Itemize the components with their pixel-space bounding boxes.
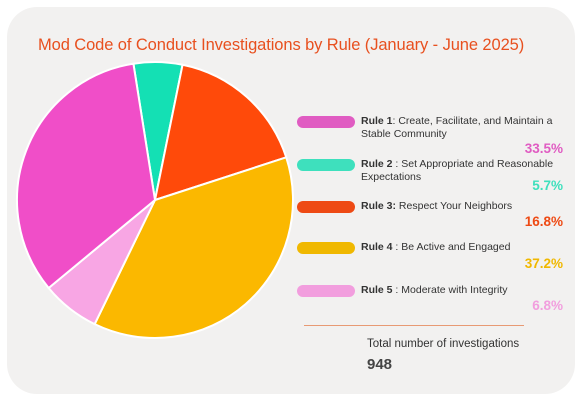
legend-swatch bbox=[297, 285, 355, 297]
legend-swatch bbox=[297, 159, 355, 171]
chart-card: Mod Code of Conduct Investigations by Ru… bbox=[7, 7, 575, 394]
total-label: Total number of investigations bbox=[367, 338, 520, 350]
legend-rule-description: : Set Appropriate and Reasonable Expecta… bbox=[361, 158, 554, 183]
chart-title: Mod Code of Conduct Investigations by Ru… bbox=[38, 36, 525, 54]
legend-rule-name: Rule 2 bbox=[361, 158, 393, 170]
legend-value: 33.5% bbox=[524, 141, 563, 156]
legend-swatch bbox=[297, 201, 355, 213]
legend-value: 6.8% bbox=[532, 298, 563, 313]
legend-swatch bbox=[297, 242, 355, 254]
pie-chart bbox=[16, 61, 294, 339]
pie-slice-rule-4 bbox=[93, 156, 294, 339]
legend-rule-description: Respect Your Neighbors bbox=[396, 200, 513, 212]
legend-rule-name: Rule 5 bbox=[361, 284, 393, 296]
legend-label: Rule 3: Respect Your Neighbors bbox=[361, 200, 561, 213]
legend-rule-description: : Moderate with Integrity bbox=[392, 284, 508, 296]
pie-slice-rule-1 bbox=[16, 62, 157, 290]
legend-rule-description: : Be Active and Engaged bbox=[392, 241, 511, 253]
total-divider bbox=[304, 325, 524, 326]
total-value: 948 bbox=[367, 356, 393, 373]
legend-swatch bbox=[297, 116, 355, 128]
legend-value: 37.2% bbox=[524, 256, 563, 271]
legend-value: 16.8% bbox=[524, 214, 563, 229]
legend-rule-name: Rule 3: bbox=[361, 200, 397, 212]
legend-label: Rule 1: Create, Facilitate, and Maintain… bbox=[361, 115, 561, 141]
legend-label: Rule 5 : Moderate with Integrity bbox=[361, 284, 561, 297]
chart-legend: Rule 1: Create, Facilitate, and Maintain… bbox=[7, 7, 575, 394]
legend-value: 5.7% bbox=[532, 178, 563, 193]
legend-rule-description: : Create, Facilitate, and Maintain a Sta… bbox=[361, 115, 553, 140]
legend-rule-name: Rule 1 bbox=[361, 115, 393, 127]
legend-rule-name: Rule 4 bbox=[361, 241, 393, 253]
legend-label: Rule 4 : Be Active and Engaged bbox=[361, 241, 561, 254]
legend-label: Rule 2 : Set Appropriate and Reasonable … bbox=[361, 158, 561, 184]
pie-slice-rule-3 bbox=[153, 63, 288, 202]
